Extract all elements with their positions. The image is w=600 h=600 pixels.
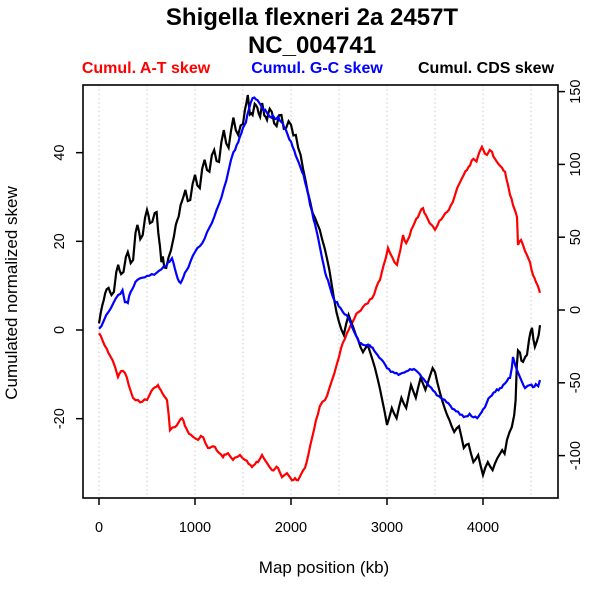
y-left-tick-label: -20 (52, 408, 68, 429)
y-right-tick-label: 0 (568, 306, 584, 314)
chart-title-line1: Shigella flexneri 2a 2457T (165, 4, 459, 31)
chart-title-line2: NC_004741 (247, 32, 377, 59)
chart-title: Shigella flexneri 2a 2457T NC_004741 (12, 4, 600, 60)
y-right-tick-label: 150 (568, 79, 584, 103)
x-tick-label: 3000 (371, 520, 403, 536)
y-left-tick-label: 20 (52, 233, 68, 249)
y-right-tick-label: 100 (568, 152, 584, 176)
series-line-cumul-a-t-skew (98, 144, 542, 482)
legend-item-cds-skew: Cumul. CDS skew (417, 60, 555, 77)
x-tick-label: 0 (95, 520, 103, 536)
plot-box (82, 84, 559, 499)
y-right-tick-label: -100 (568, 441, 584, 470)
series-line-cumul-g-c-skew (98, 96, 542, 420)
y-left-tick-label: 0 (52, 326, 68, 334)
x-axis-label: Map position (kb) (258, 558, 390, 577)
x-tick-label: 4000 (467, 520, 499, 536)
x-tick-label: 1000 (179, 520, 211, 536)
y-right-tick-label: -50 (568, 372, 584, 393)
x-tick-label: 2000 (275, 520, 307, 536)
legend-item-at-skew: Cumul. A-T skew (81, 60, 211, 77)
y-right-tick-label: 50 (568, 229, 584, 245)
y-left-tick-label: 40 (52, 145, 68, 161)
legend-item-gc-skew: Cumul. G-C skew (251, 60, 383, 77)
